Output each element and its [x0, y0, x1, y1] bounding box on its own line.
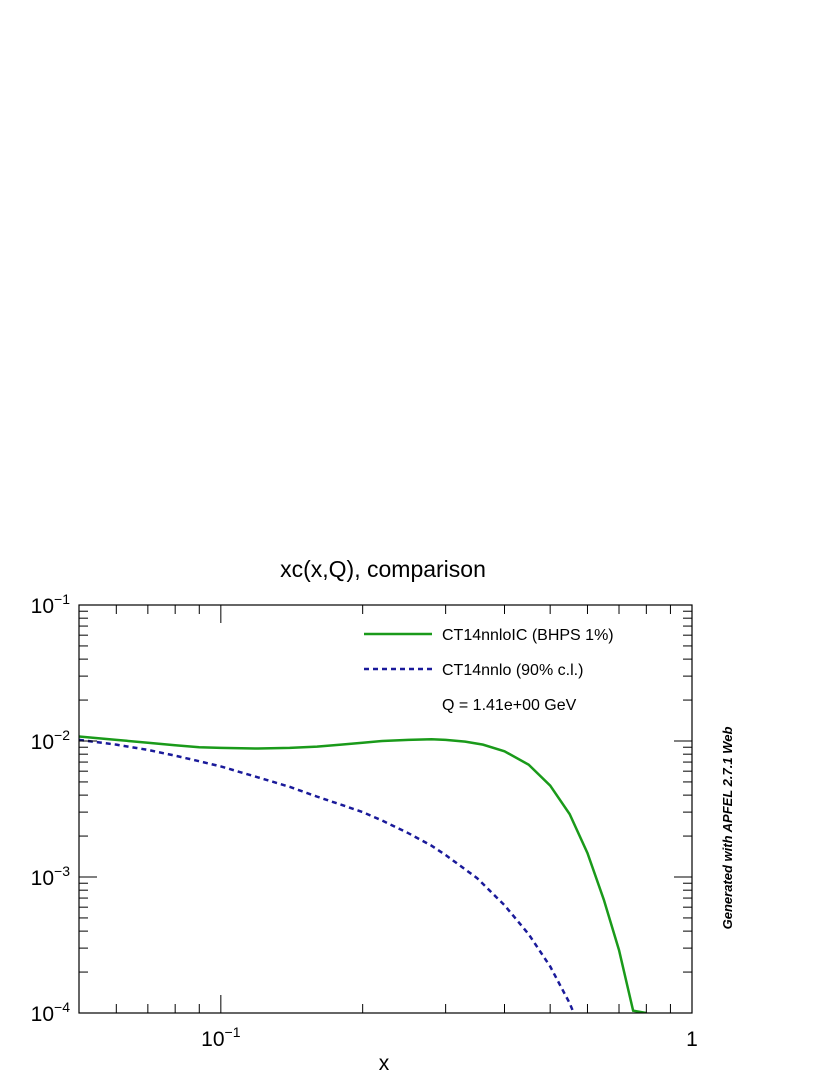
x-axis-label: x — [379, 1052, 390, 1075]
y-tick-label: 10−2 — [31, 727, 71, 754]
legend-label-series-1: CT14nnloIC (BHPS 1%) — [442, 627, 614, 644]
axis-ticks: 10−1 1 10−1 10−2 10−3 10−4 — [31, 591, 698, 1051]
plot-area — [79, 735, 647, 1013]
chart-title: xc(x,Q), comparison — [280, 556, 486, 582]
plot-frame — [78, 604, 693, 1014]
series-line-1 — [79, 735, 647, 1013]
legend: CT14nnloIC (BHPS 1%) CT14nnlo (90% c.l.)… — [364, 627, 614, 714]
generated-with-note: Generated with APFEL 2.7.1 Web — [720, 727, 735, 930]
y-tick-label: 10−4 — [31, 999, 71, 1026]
y-tick-label: 10−3 — [31, 863, 71, 890]
x-tick-label: 1 — [686, 1028, 698, 1051]
q-annotation: Q = 1.41e+00 GeV — [442, 697, 577, 714]
legend-label-series-2: CT14nnlo (90% c.l.) — [442, 662, 583, 679]
x-tick-label: 10−1 — [201, 1024, 241, 1051]
y-tick-label: 10−1 — [31, 591, 71, 618]
series-line-2 — [79, 738, 595, 1013]
